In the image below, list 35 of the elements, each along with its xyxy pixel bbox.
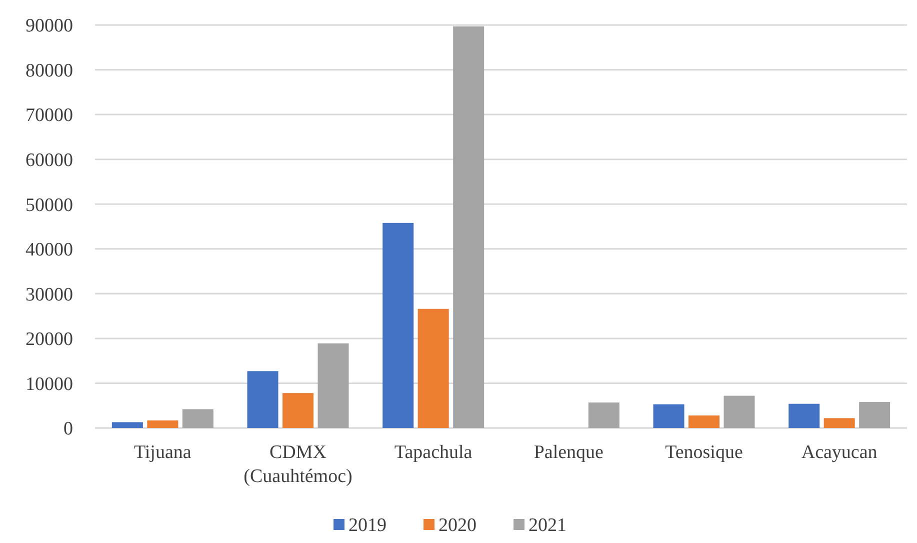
- y-tick-label: 70000: [26, 105, 73, 126]
- y-tick-label: 20000: [26, 329, 73, 350]
- bar: [653, 404, 684, 428]
- y-tick-label: 10000: [26, 374, 73, 395]
- bar: [688, 415, 720, 428]
- bar: [453, 26, 484, 428]
- bar: [147, 420, 178, 428]
- bar: [282, 393, 314, 428]
- x-tick-label: Tijuana: [134, 442, 192, 463]
- legend-label: 2020: [438, 515, 476, 536]
- x-tick-label: Acayucan: [801, 442, 878, 463]
- x-tick-label: CDMX (Cuauhtémoc): [244, 442, 352, 487]
- bar: [788, 404, 820, 428]
- bar: [182, 409, 214, 428]
- bar: [418, 308, 449, 428]
- y-tick-label: 0: [64, 418, 73, 440]
- bar: [588, 402, 620, 428]
- legend-label: 2021: [528, 515, 566, 536]
- x-tick-label: Tenosique: [665, 442, 743, 463]
- bar: [859, 402, 890, 428]
- bar: [247, 371, 278, 428]
- y-tick-label: 40000: [26, 240, 73, 261]
- x-tick-label: Tapachula: [394, 442, 473, 463]
- bar: [112, 422, 143, 428]
- legend-label: 2019: [348, 515, 386, 536]
- bar: [724, 396, 755, 428]
- y-tick-label: 80000: [26, 60, 73, 82]
- bar: [382, 222, 414, 428]
- y-tick-label: 50000: [26, 194, 73, 216]
- y-tick-label: 60000: [26, 150, 73, 171]
- y-tick-label: 30000: [26, 284, 73, 306]
- bar: [824, 418, 855, 428]
- bar: [318, 343, 349, 428]
- y-tick-label: 90000: [26, 16, 73, 37]
- x-tick-label: Palenque: [534, 442, 604, 463]
